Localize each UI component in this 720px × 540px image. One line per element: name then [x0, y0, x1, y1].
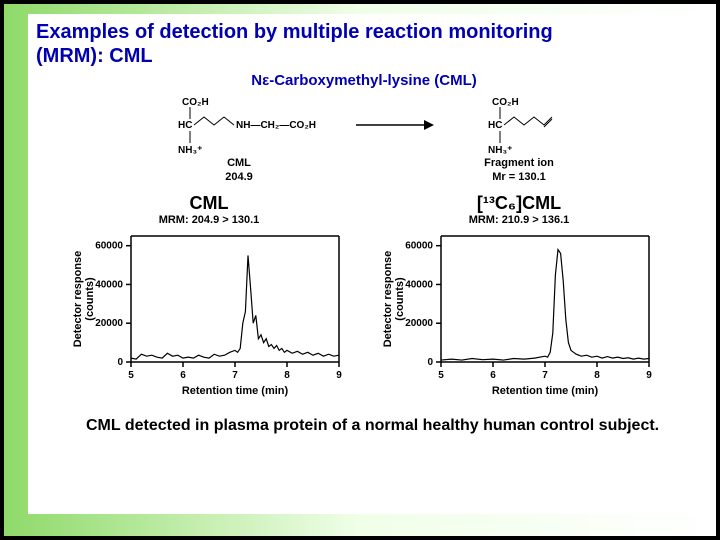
chart-cml-svg: 0 20000 40000 60000 5 6 7 8 9 Retention time (min…	[69, 228, 349, 398]
chart-cml: CML MRM: 204.9 > 130.1 0 20000 40000 60000 5…	[69, 193, 349, 398]
svg-text:0: 0	[427, 357, 433, 368]
svg-text:0: 0	[117, 357, 123, 368]
chart-iso-title: [¹³C₆]CML	[379, 193, 659, 214]
cml-name: CML	[154, 157, 324, 169]
svg-text:5: 5	[128, 370, 134, 381]
chart-cml-title: CML	[69, 193, 349, 214]
svg-text:5: 5	[438, 370, 444, 381]
svg-text:20000: 20000	[95, 318, 123, 329]
svg-text:7: 7	[542, 370, 548, 381]
svg-text:CO₂H: CO₂H	[492, 97, 519, 108]
svg-text:60000: 60000	[405, 241, 433, 252]
svg-text:HC: HC	[488, 120, 502, 131]
svg-text:Retention time (min): Retention time (min)	[182, 385, 289, 397]
svg-text:Detector response: Detector response	[382, 251, 394, 348]
svg-text:9: 9	[646, 370, 652, 381]
svg-text:(counts): (counts)	[394, 277, 406, 321]
svg-text:40000: 40000	[405, 280, 433, 291]
svg-text:6: 6	[180, 370, 186, 381]
svg-text:8: 8	[594, 370, 600, 381]
svg-text:6: 6	[490, 370, 496, 381]
chart-iso: [¹³C₆]CML MRM: 210.9 > 136.1 0 20000 40000…	[379, 193, 659, 398]
svg-text:NH—CH₂—CO₂H: NH—CH₂—CO₂H	[236, 120, 316, 131]
chem-structure-cml: CO₂H HC NH—CH₂—CO₂H NH₃⁺ CML 204.9	[154, 95, 324, 183]
compound-subtitle: Nε-Carboxymethyl-lysine (CML)	[36, 72, 692, 89]
svg-text:9: 9	[336, 370, 342, 381]
svg-text:CO₂H: CO₂H	[182, 97, 209, 108]
svg-text:8: 8	[284, 370, 290, 381]
fragment-mass: Mr = 130.1	[464, 171, 574, 183]
chromatogram-row: CML MRM: 204.9 > 130.1 0 20000 40000 60000 5…	[36, 193, 692, 398]
chem-structure-fragment: CO₂H HC NH₃⁺ Fragment ion Mr = 130.1	[464, 95, 574, 183]
chemical-structures: CO₂H HC NH—CH₂—CO₂H NH₃⁺ CML 204.9 CO₂H	[36, 95, 692, 183]
cml-mass: 204.9	[154, 171, 324, 183]
svg-text:(counts): (counts)	[84, 277, 96, 321]
svg-text:20000: 20000	[405, 318, 433, 329]
svg-text:60000: 60000	[95, 241, 123, 252]
svg-text:HC: HC	[178, 120, 192, 131]
svg-text:40000: 40000	[95, 280, 123, 291]
chart-cml-mrm: MRM: 204.9 > 130.1	[69, 214, 349, 226]
svg-text:NH₃⁺: NH₃⁺	[178, 145, 202, 155]
slide-content: Examples of detection by multiple reacti…	[28, 14, 700, 514]
figure-caption: CML detected in plasma protein of a norm…	[86, 416, 662, 435]
fragment-structure-svg: CO₂H HC NH₃⁺	[464, 95, 574, 155]
slide-title: Examples of detection by multiple reacti…	[36, 20, 692, 68]
svg-text:NH₃⁺: NH₃⁺	[488, 145, 512, 155]
svg-text:Detector response: Detector response	[72, 251, 84, 348]
chart-iso-svg: 0 20000 40000 60000 5 6 7 8 9 Retention time (min…	[379, 228, 659, 398]
reaction-arrow-icon	[354, 115, 434, 140]
chart-iso-mrm: MRM: 210.9 > 136.1	[379, 214, 659, 226]
cml-structure-svg: CO₂H HC NH—CH₂—CO₂H NH₃⁺	[154, 95, 324, 155]
svg-text:7: 7	[232, 370, 238, 381]
fragment-name: Fragment ion	[464, 157, 574, 169]
svg-text:Retention time (min): Retention time (min)	[492, 385, 599, 397]
